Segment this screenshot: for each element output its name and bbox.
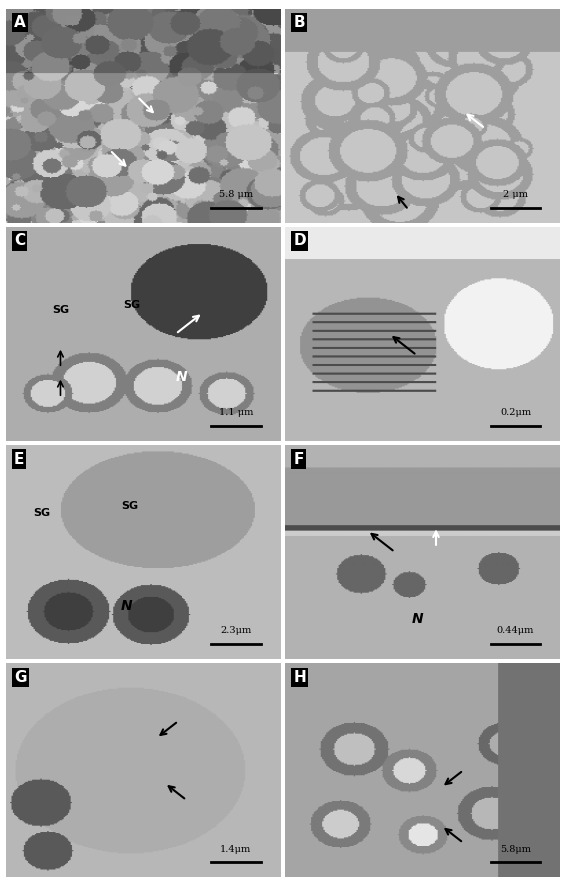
Text: N: N: [121, 599, 132, 613]
Text: 1.4μm: 1.4μm: [220, 844, 251, 853]
Text: E: E: [14, 452, 24, 467]
Text: B: B: [293, 15, 305, 30]
Text: SG: SG: [52, 305, 69, 315]
Text: 0.2μm: 0.2μm: [500, 408, 531, 417]
Text: 5.8 μm: 5.8 μm: [219, 190, 253, 199]
Text: SG: SG: [33, 508, 50, 517]
Text: G: G: [14, 670, 27, 685]
Text: 2 μm: 2 μm: [503, 190, 528, 199]
Text: N: N: [411, 611, 423, 626]
Text: A: A: [14, 15, 25, 30]
Text: F: F: [293, 452, 304, 467]
Text: SG: SG: [121, 501, 138, 511]
Text: D: D: [293, 233, 306, 248]
Text: 1.1 μm: 1.1 μm: [219, 408, 253, 417]
Text: C: C: [14, 233, 25, 248]
Text: 2.3μm: 2.3μm: [220, 626, 251, 635]
Text: 0.44μm: 0.44μm: [497, 626, 534, 635]
Text: SG: SG: [124, 300, 141, 310]
Text: N: N: [176, 370, 187, 384]
Text: 5.8μm: 5.8μm: [500, 844, 531, 853]
Text: H: H: [293, 670, 306, 685]
